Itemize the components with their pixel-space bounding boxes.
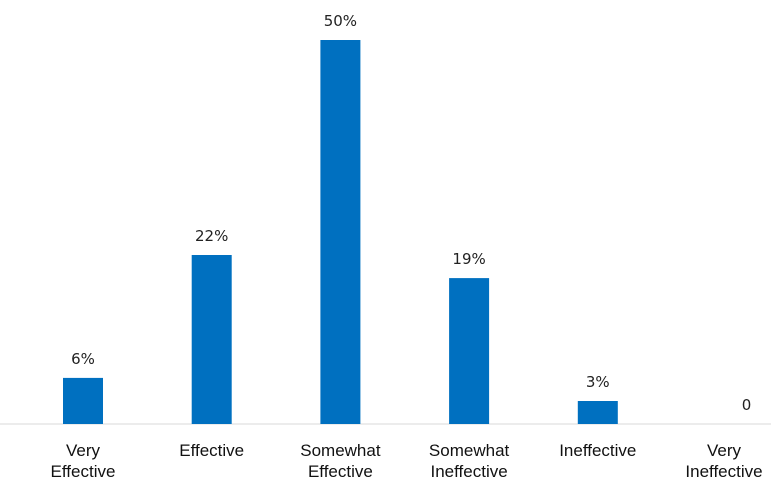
data-label-0: 6% bbox=[71, 350, 95, 368]
category-label-3-line-1: Ineffective bbox=[431, 462, 508, 481]
category-label-3: Somewhat Ineffective bbox=[429, 441, 510, 481]
data-label-group: 6% 22% 50% 19% 3% 0 bbox=[71, 12, 751, 414]
data-label-4: 3% bbox=[586, 373, 610, 391]
bar-group bbox=[63, 40, 618, 424]
data-label-3: 19% bbox=[452, 250, 485, 268]
category-label-4: Ineffective bbox=[559, 441, 636, 460]
bar-0 bbox=[63, 377, 103, 424]
bar-4 bbox=[577, 401, 618, 424]
category-label-5-line-0: Very bbox=[707, 441, 742, 460]
category-label-5: Very Ineffective bbox=[685, 441, 762, 481]
data-label-2: 50% bbox=[324, 12, 357, 30]
bar-3 bbox=[449, 278, 490, 424]
category-label-2: Somewhat Effective bbox=[300, 441, 381, 481]
category-label-1-line-0: Effective bbox=[179, 441, 244, 460]
category-label-5-line-1: Ineffective bbox=[685, 462, 762, 481]
category-label-2-line-1: Effective bbox=[308, 462, 373, 481]
category-label-2-line-0: Somewhat bbox=[300, 441, 381, 460]
category-label-3-line-0: Somewhat bbox=[429, 441, 510, 460]
category-label-0: Very Effective bbox=[51, 441, 116, 481]
category-label-1: Effective bbox=[179, 441, 244, 460]
data-label-1: 22% bbox=[195, 227, 228, 245]
category-label-0-line-1: Effective bbox=[51, 462, 116, 481]
data-label-5: 0 bbox=[742, 396, 752, 414]
category-label-4-line-0: Ineffective bbox=[559, 441, 636, 460]
bar-1 bbox=[191, 255, 232, 424]
category-label-0-line-0: Very bbox=[66, 441, 101, 460]
bar-2 bbox=[320, 40, 361, 424]
